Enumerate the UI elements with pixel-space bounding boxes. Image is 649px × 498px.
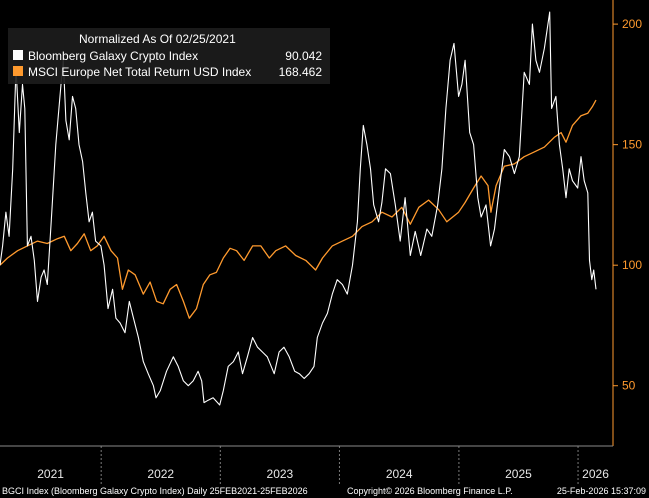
- x-tick-label: 2025: [505, 467, 532, 481]
- legend-value-msci: 168.462: [279, 65, 323, 79]
- footer-copyright: Copyright© 2026 Bloomberg Finance L.P.: [347, 486, 513, 496]
- legend-background: [8, 28, 330, 84]
- y-tick-label: 200: [622, 17, 642, 31]
- x-ticks: 2021 2022 2023 2024 2025 2026: [37, 467, 609, 481]
- x-tick-label: 2024: [386, 467, 413, 481]
- series-line-crypto: [0, 11, 597, 406]
- x-tick-label: 2022: [147, 467, 174, 481]
- footer-timestamp: 25-Feb-2026 15:37:09: [557, 486, 646, 496]
- footer-source: BGCI Index (Bloomberg Galaxy Crypto Inde…: [2, 486, 308, 496]
- x-tick-label: 2023: [267, 467, 294, 481]
- series-line-msci: [0, 99, 597, 319]
- legend-title: Normalized As Of 02/25/2021: [79, 32, 236, 46]
- y-tick-label: 150: [622, 138, 642, 152]
- y-tick-label: 100: [622, 258, 642, 272]
- legend-label-msci: MSCI Europe Net Total Return USD Index: [28, 65, 251, 79]
- legend-label-crypto: Bloomberg Galaxy Crypto Index: [28, 49, 198, 63]
- x-tick-label: 2021: [37, 467, 64, 481]
- y-tick-label: 50: [622, 379, 636, 393]
- legend-swatch-msci: [13, 66, 23, 76]
- legend-value-crypto: 90.042: [285, 49, 322, 63]
- footer-background: [0, 484, 649, 498]
- legend-swatch-crypto: [13, 50, 23, 60]
- x-tick-label: 2026: [582, 467, 609, 481]
- axes: 50 100 150 200 2021 2022 2023 2024 2025 2026: [0, 0, 642, 481]
- y-ticks: 50 100 150 200: [613, 17, 642, 393]
- plot-area: [0, 11, 597, 484]
- footer: BGCI Index (Bloomberg Galaxy Crypto Inde…: [0, 484, 649, 498]
- legend: Normalized As Of 02/25/2021 Bloomberg Ga…: [8, 28, 330, 84]
